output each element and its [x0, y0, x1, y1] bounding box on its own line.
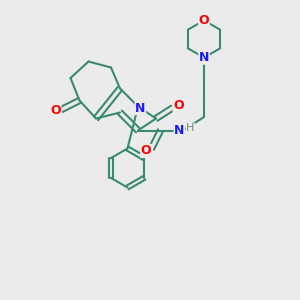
Text: N: N [174, 124, 184, 137]
Text: O: O [173, 99, 184, 112]
Text: N: N [135, 101, 146, 115]
Text: H: H [186, 123, 195, 134]
Text: O: O [199, 14, 209, 27]
Text: O: O [50, 104, 61, 118]
Text: O: O [141, 144, 152, 158]
Text: N: N [199, 51, 209, 64]
